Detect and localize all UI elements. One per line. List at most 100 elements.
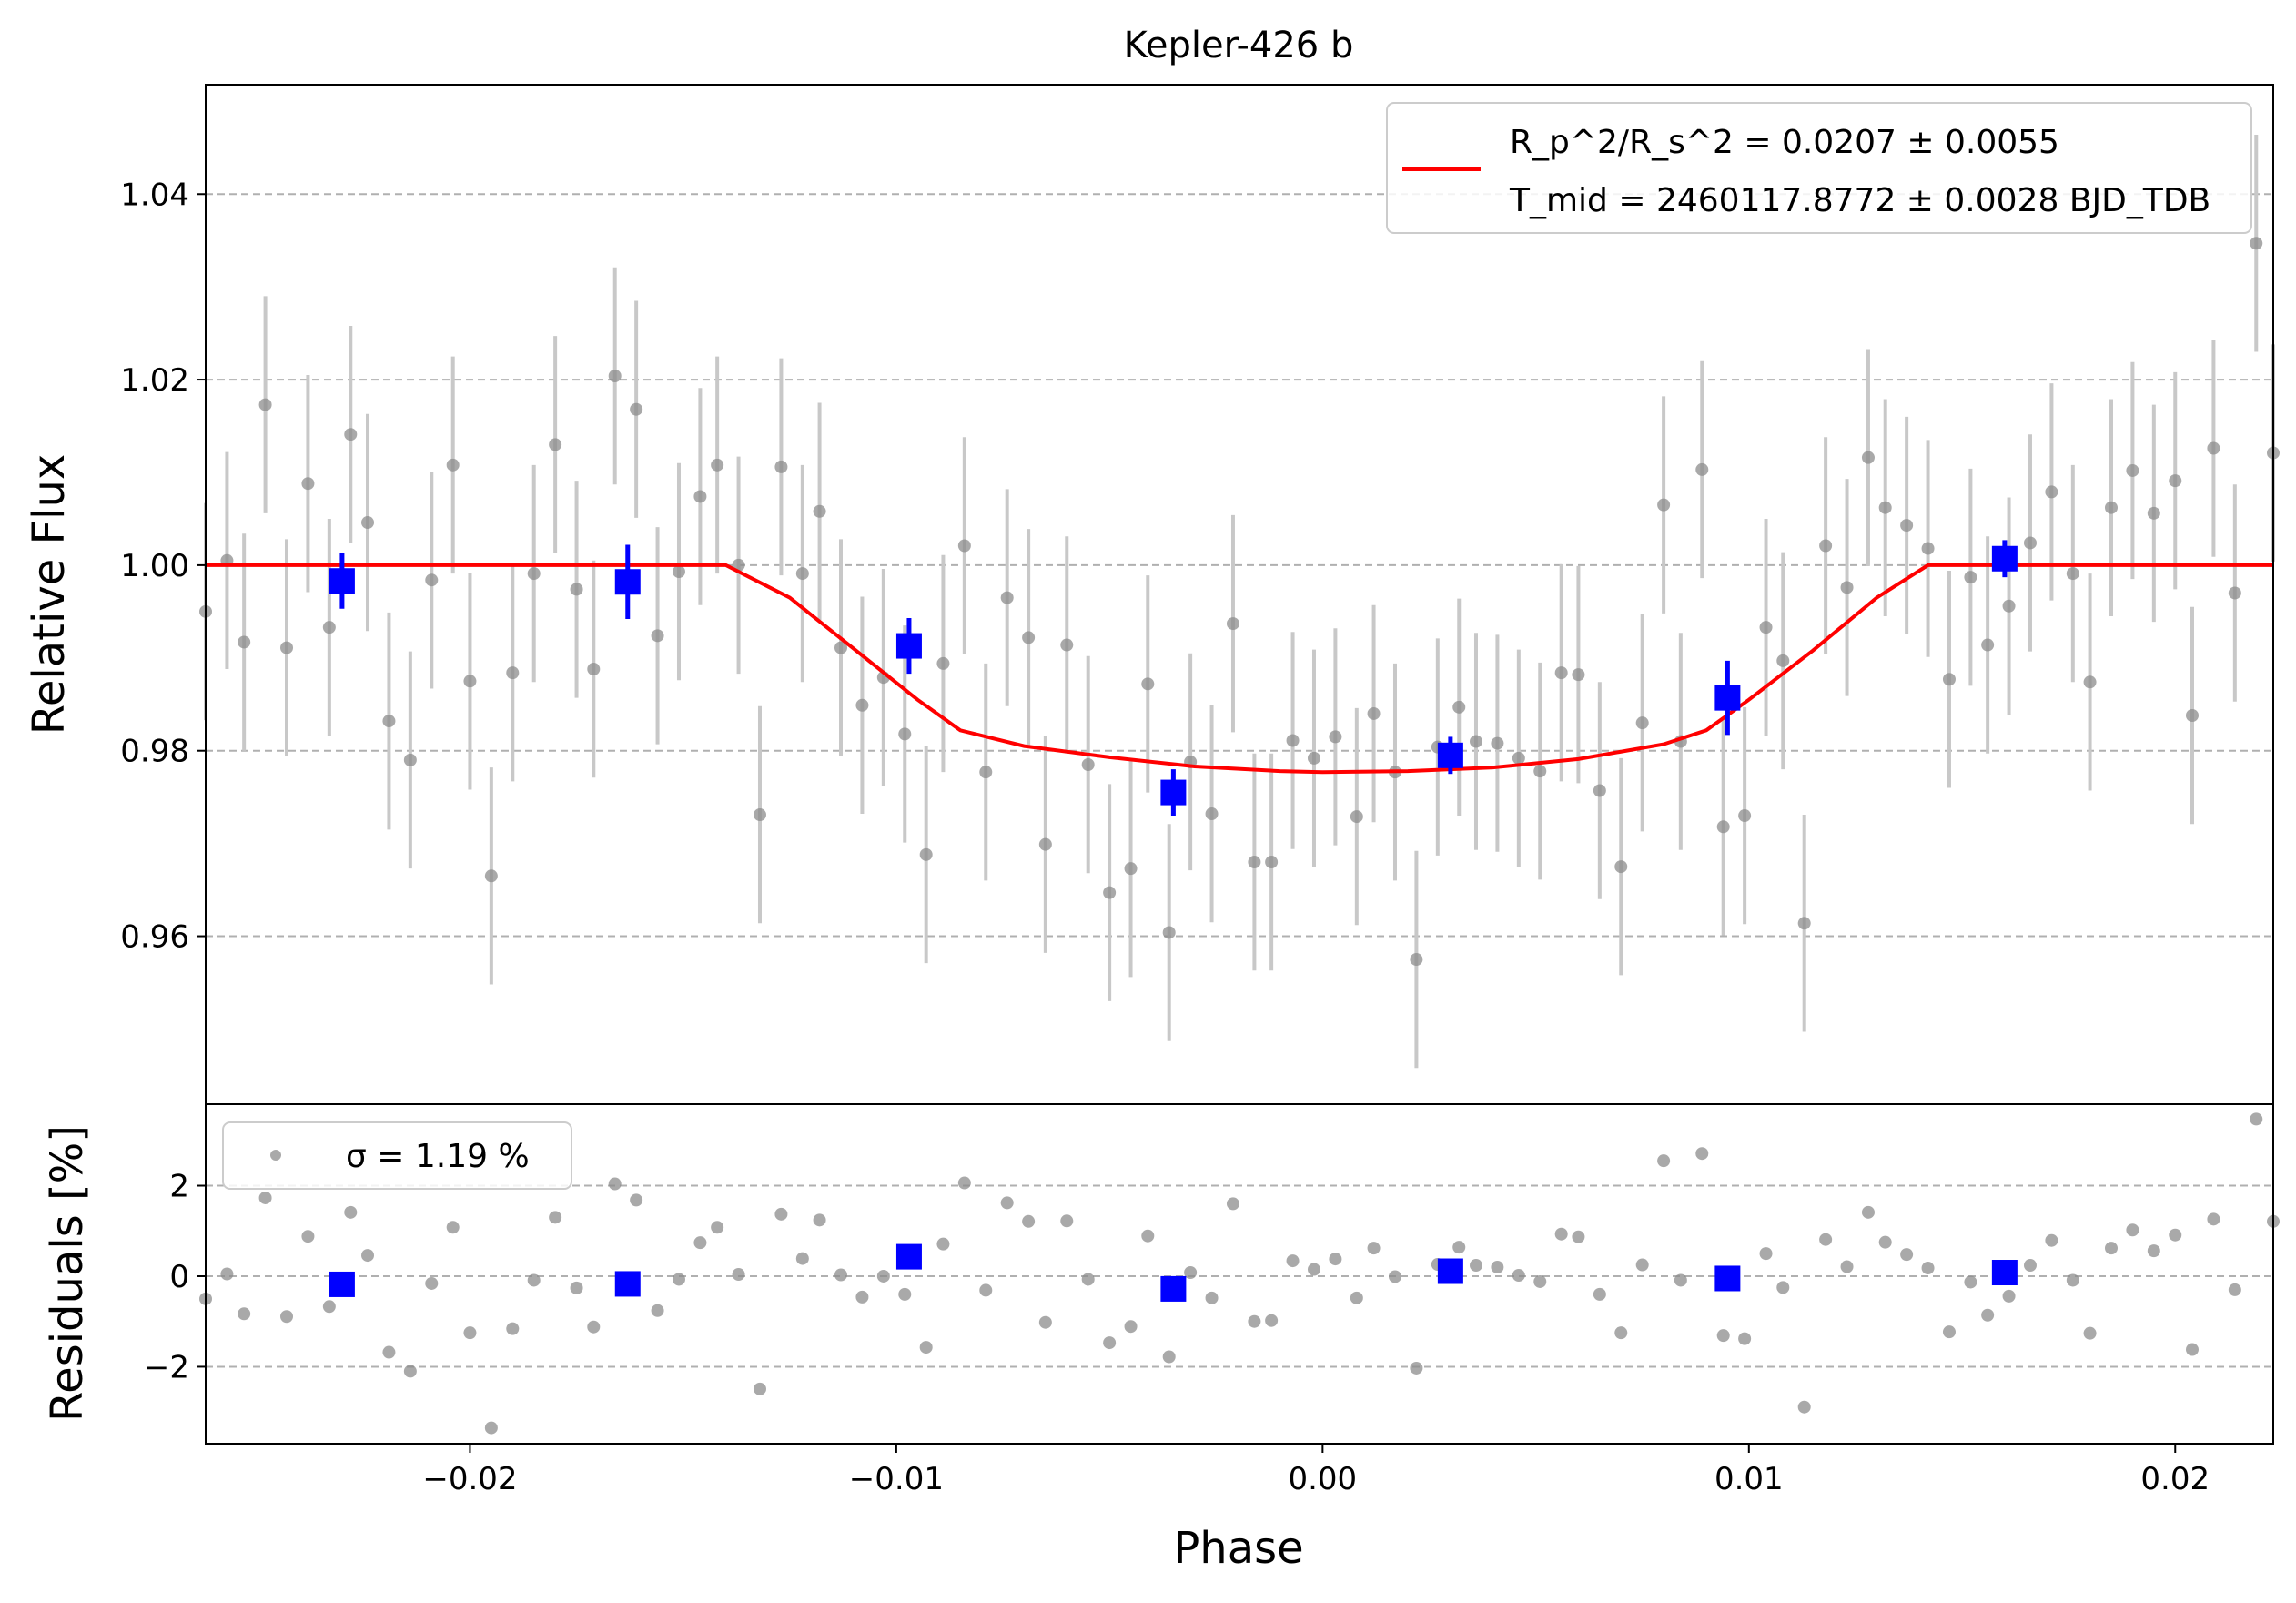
residual-point [280, 1310, 294, 1324]
raw-point [2023, 536, 2037, 550]
binned-point [329, 568, 355, 594]
binned-residual-point [329, 1271, 355, 1297]
residual-point [1329, 1253, 1342, 1266]
residual-point [795, 1252, 809, 1265]
residual-point [258, 1191, 272, 1204]
residual-point [2083, 1326, 2097, 1340]
residual-point [1307, 1263, 1320, 1276]
raw-point [795, 567, 809, 581]
residual-point [1878, 1235, 1892, 1249]
residual-point [1759, 1247, 1773, 1261]
residual-point [957, 1176, 971, 1190]
residual-point [2126, 1223, 2139, 1237]
residual-point [1469, 1259, 1482, 1273]
main-panel: 0.96 0.98 1.00 1.02 1.04 Relative Flux R_p^2… [24, 84, 2280, 1105]
residual-point [876, 1269, 890, 1283]
residuals-axes-frame [205, 1103, 2274, 1445]
raw-point [527, 567, 541, 581]
residual-point [446, 1221, 460, 1234]
raw-point [1307, 751, 1320, 765]
residual-point [1022, 1214, 1036, 1228]
raw-point [608, 370, 622, 382]
residual-point [774, 1207, 788, 1221]
raw-point [463, 675, 477, 688]
raw-point [711, 458, 724, 472]
raw-point [1367, 706, 1381, 720]
raw-point [1981, 638, 1995, 652]
raw-point [630, 402, 643, 416]
raw-point [693, 490, 707, 503]
residual-point [463, 1326, 477, 1340]
raw-point [549, 438, 562, 451]
residual-point [1205, 1291, 1219, 1304]
residual-point [2207, 1212, 2220, 1226]
raw-point [1162, 926, 1176, 939]
residual-point [1981, 1308, 1995, 1322]
raw-point [1512, 751, 1525, 765]
raw-point [1861, 451, 1875, 464]
raw-point [936, 656, 950, 670]
raw-point [1635, 716, 1649, 730]
residuals-legend-marker [270, 1150, 281, 1161]
residual-point [1038, 1315, 1052, 1329]
residual-point [403, 1365, 417, 1378]
residual-point [382, 1345, 396, 1359]
residual-point [1942, 1325, 1956, 1339]
main-y-tick-label: 1.04 [120, 177, 189, 213]
residuals-gridlines [206, 1184, 2273, 1368]
binned-residual-point [1714, 1265, 1741, 1292]
residual-point [1533, 1274, 1547, 1288]
residual-point [1248, 1314, 1261, 1328]
residual-point [549, 1211, 562, 1224]
residual-point [1572, 1230, 1585, 1243]
raw-point [651, 629, 664, 643]
residuals-binned-points [329, 1243, 2018, 1302]
residual-point [344, 1205, 358, 1219]
main-legend: R_p^2/R_s^2 = 0.0207 ± 0.0055 T_mid = 24… [1386, 102, 2252, 234]
residuals-panel: −2 0 2 −0.02 −0.01 0.00 0.01 0.02 Residuals [%… [42, 1103, 2280, 1574]
x-tick-label: 0.00 [1288, 1461, 1357, 1497]
raw-point [1286, 734, 1300, 747]
residual-point [1162, 1350, 1176, 1364]
raw-point [238, 635, 251, 649]
raw-point [1452, 700, 1466, 714]
raw-point [1738, 809, 1752, 823]
raw-point [1491, 736, 1504, 750]
chart-title: Kepler-426 b [1124, 25, 1354, 66]
residual-point [608, 1177, 622, 1191]
residuals-legend: σ = 1.19 % [222, 1121, 572, 1190]
residual-point [2104, 1242, 2118, 1255]
raw-point [1265, 856, 1279, 869]
residual-point [919, 1341, 933, 1354]
binned-point [1991, 545, 2018, 572]
raw-point [1921, 542, 1935, 555]
residual-point [651, 1304, 664, 1317]
raw-point [1776, 654, 1790, 667]
raw-point [446, 458, 460, 472]
raw-point [1572, 668, 1585, 682]
residuals-legend-label: σ = 1.19 % [346, 1138, 530, 1175]
raw-point [1038, 837, 1052, 851]
residual-point [979, 1283, 993, 1297]
residual-point [630, 1193, 643, 1207]
residual-point [2147, 1244, 2160, 1258]
residual-point [1060, 1214, 1074, 1228]
residual-point [1367, 1242, 1381, 1255]
raw-point [1695, 462, 1709, 476]
main-binned-points [329, 540, 2018, 817]
raw-point [301, 477, 315, 491]
residuals-y-axis-label: Residuals [%] [42, 1125, 93, 1422]
residual-point [322, 1300, 336, 1314]
raw-point [2104, 501, 2118, 514]
raw-point [1022, 631, 1036, 644]
raw-point [672, 565, 685, 579]
main-y-tick-label: 0.98 [120, 734, 189, 770]
raw-point [2207, 441, 2220, 455]
residual-point [1593, 1287, 1606, 1301]
residual-point [2023, 1259, 2037, 1273]
main-y-tick-label: 1.00 [120, 548, 189, 584]
raw-point [1797, 917, 1811, 930]
residual-point [1000, 1196, 1014, 1210]
raw-point [361, 516, 375, 530]
